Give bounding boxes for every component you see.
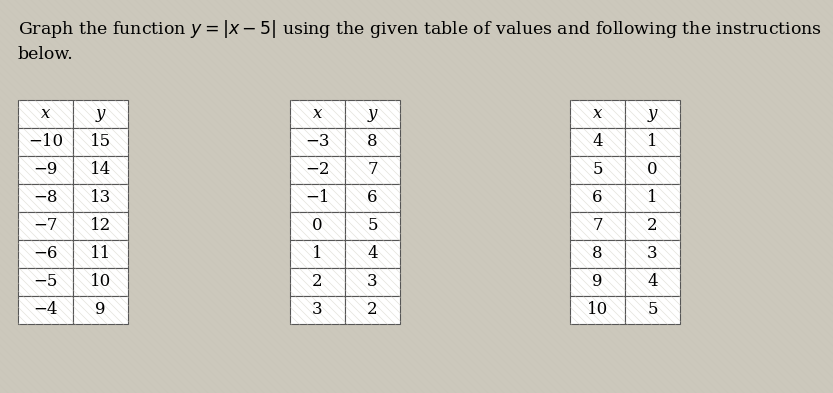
Bar bbox=[345, 212, 400, 240]
Text: 7: 7 bbox=[367, 162, 378, 178]
Text: 15: 15 bbox=[90, 134, 111, 151]
Bar bbox=[73, 240, 128, 268]
Text: y: y bbox=[96, 105, 105, 123]
Bar bbox=[570, 212, 625, 240]
Bar bbox=[73, 212, 128, 240]
Bar bbox=[73, 100, 128, 128]
Bar bbox=[345, 296, 400, 324]
Bar bbox=[18, 184, 73, 212]
Bar bbox=[73, 268, 128, 296]
Bar bbox=[18, 268, 73, 296]
Bar bbox=[625, 156, 680, 184]
Text: −5: −5 bbox=[33, 274, 57, 290]
Bar bbox=[290, 240, 345, 268]
Bar bbox=[570, 240, 625, 268]
Bar bbox=[345, 156, 400, 184]
Bar bbox=[18, 156, 73, 184]
Text: 3: 3 bbox=[367, 274, 378, 290]
Bar bbox=[73, 296, 128, 324]
Bar bbox=[570, 128, 625, 156]
Bar bbox=[290, 156, 345, 184]
Bar bbox=[625, 212, 680, 240]
Bar bbox=[290, 128, 345, 156]
Text: x: x bbox=[313, 105, 322, 123]
Bar bbox=[345, 184, 400, 212]
Text: 9: 9 bbox=[592, 274, 603, 290]
Bar bbox=[18, 100, 73, 128]
Bar bbox=[625, 100, 680, 128]
Text: 6: 6 bbox=[592, 189, 603, 206]
Bar bbox=[345, 240, 400, 268]
Bar bbox=[73, 128, 128, 156]
Text: −6: −6 bbox=[33, 246, 57, 263]
Text: −10: −10 bbox=[28, 134, 63, 151]
Text: 7: 7 bbox=[592, 217, 603, 235]
Text: −7: −7 bbox=[33, 217, 57, 235]
Text: 0: 0 bbox=[647, 162, 658, 178]
Bar bbox=[73, 184, 128, 212]
Text: 8: 8 bbox=[367, 134, 378, 151]
Bar bbox=[290, 212, 345, 240]
Bar bbox=[625, 296, 680, 324]
Bar bbox=[290, 100, 345, 128]
Bar bbox=[570, 184, 625, 212]
Bar bbox=[570, 156, 625, 184]
Text: 11: 11 bbox=[90, 246, 111, 263]
Text: −1: −1 bbox=[305, 189, 330, 206]
Text: 1: 1 bbox=[647, 134, 658, 151]
Text: −3: −3 bbox=[305, 134, 330, 151]
Bar bbox=[290, 268, 345, 296]
Bar bbox=[345, 128, 400, 156]
Text: 5: 5 bbox=[647, 301, 658, 318]
Text: below.: below. bbox=[18, 46, 74, 63]
Text: x: x bbox=[593, 105, 602, 123]
Bar bbox=[570, 296, 625, 324]
Text: 4: 4 bbox=[592, 134, 603, 151]
Text: 6: 6 bbox=[367, 189, 377, 206]
Bar bbox=[625, 128, 680, 156]
Text: 10: 10 bbox=[90, 274, 111, 290]
Text: 2: 2 bbox=[312, 274, 323, 290]
Text: 2: 2 bbox=[367, 301, 378, 318]
Text: 4: 4 bbox=[367, 246, 378, 263]
Bar bbox=[570, 100, 625, 128]
Text: 1: 1 bbox=[647, 189, 658, 206]
Text: Graph the function $y = |x-5|$ using the given table of values and following the: Graph the function $y = |x-5|$ using the… bbox=[18, 18, 822, 40]
Bar bbox=[345, 100, 400, 128]
Text: 3: 3 bbox=[312, 301, 323, 318]
Text: 1: 1 bbox=[312, 246, 323, 263]
Text: 13: 13 bbox=[90, 189, 111, 206]
Text: −4: −4 bbox=[33, 301, 57, 318]
Bar bbox=[290, 296, 345, 324]
Bar bbox=[570, 268, 625, 296]
Text: 10: 10 bbox=[587, 301, 608, 318]
Text: −2: −2 bbox=[305, 162, 330, 178]
Bar bbox=[625, 268, 680, 296]
Text: 0: 0 bbox=[312, 217, 323, 235]
Text: 2: 2 bbox=[647, 217, 658, 235]
Text: 4: 4 bbox=[647, 274, 658, 290]
Text: −8: −8 bbox=[33, 189, 57, 206]
Text: 5: 5 bbox=[367, 217, 377, 235]
Bar bbox=[18, 296, 73, 324]
Bar bbox=[345, 268, 400, 296]
Text: y: y bbox=[648, 105, 657, 123]
Text: 3: 3 bbox=[647, 246, 658, 263]
Text: −9: −9 bbox=[33, 162, 57, 178]
Bar bbox=[625, 240, 680, 268]
Bar bbox=[73, 156, 128, 184]
Text: y: y bbox=[368, 105, 377, 123]
Text: 9: 9 bbox=[95, 301, 106, 318]
Text: 5: 5 bbox=[592, 162, 603, 178]
Bar bbox=[625, 184, 680, 212]
Bar bbox=[18, 128, 73, 156]
Text: 14: 14 bbox=[90, 162, 111, 178]
Bar bbox=[18, 240, 73, 268]
Bar bbox=[290, 184, 345, 212]
Text: 12: 12 bbox=[90, 217, 111, 235]
Text: x: x bbox=[41, 105, 50, 123]
Bar bbox=[18, 212, 73, 240]
Text: 8: 8 bbox=[592, 246, 603, 263]
